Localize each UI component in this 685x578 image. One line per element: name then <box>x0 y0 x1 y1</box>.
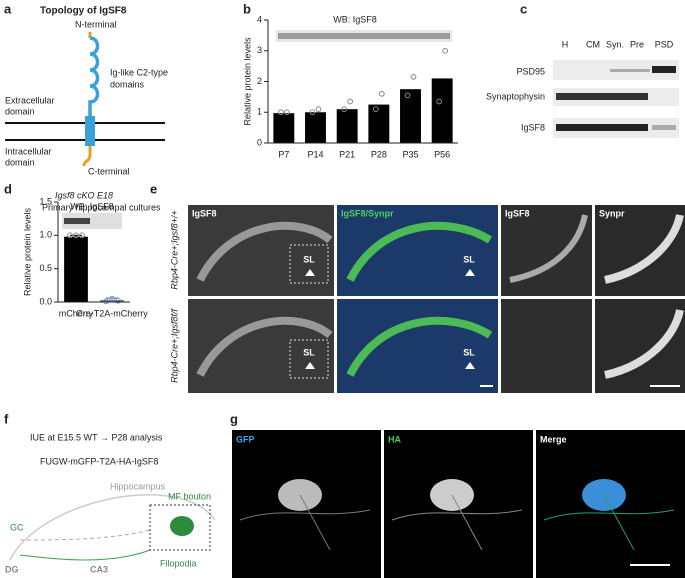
x-tick-label: P14 <box>307 149 323 159</box>
data-point <box>341 106 348 113</box>
row-label: Rbp4-Cre+;Igsf8f/f <box>169 308 179 383</box>
data-point <box>109 295 115 302</box>
label: domain <box>5 157 35 167</box>
panel-letter: a <box>4 1 12 16</box>
label: Intracellular <box>5 146 52 156</box>
region-label: SL <box>303 254 315 264</box>
column-label: HA <box>388 434 401 444</box>
row-label: IgSF8 <box>521 122 545 132</box>
column-label: IgSF8 <box>192 208 217 218</box>
panel-letter: d <box>4 181 12 196</box>
label: Filopodia <box>160 558 197 568</box>
y-tick-label: 0 <box>257 137 262 147</box>
lane-label: H <box>562 39 569 49</box>
label: Hippocampus <box>110 481 166 491</box>
x-tick-label: P56 <box>434 149 450 159</box>
panel-letter: b <box>243 1 251 16</box>
label: N-terminal <box>75 19 117 29</box>
x-tick-label: P35 <box>402 149 418 159</box>
bar <box>64 236 88 302</box>
data-point <box>103 298 109 305</box>
row-label: PSD95 <box>516 66 545 76</box>
panel-letter: f <box>4 411 9 426</box>
data-point <box>283 109 290 116</box>
column-label: Merge <box>540 434 567 444</box>
y-tick-label: 1.5 <box>39 196 52 206</box>
data-point <box>372 106 379 113</box>
data-point <box>404 92 411 99</box>
lane-label: Pre <box>630 39 644 49</box>
bar <box>305 112 326 143</box>
x-tick-label: mCherry <box>59 308 94 318</box>
label: CA3 <box>90 564 108 574</box>
data-point <box>73 232 79 239</box>
y-tick-label: 1 <box>257 107 262 117</box>
x-tick-label: P7 <box>278 149 289 159</box>
y-tick-label: 0.5 <box>39 263 52 273</box>
label: Extracellular <box>5 95 55 105</box>
bar <box>273 113 295 143</box>
chart-subtitle: Primary hippocampal cultures <box>42 202 161 212</box>
annotation: WB: IgSF8 <box>333 14 377 24</box>
panel-a: a Topology of IgSF8 N-terminal Ig-like C… <box>4 1 168 176</box>
y-axis-label: Relative protein levels <box>242 37 252 126</box>
annotation: WB: IgSF8 <box>70 201 114 211</box>
bar <box>368 104 390 143</box>
column-label: IgSF8 <box>505 208 530 218</box>
data-point <box>378 90 385 97</box>
data-point <box>115 297 121 304</box>
panel-e: e SL SL SL SL IgSF8 IgSF8/Synpr IgSF8 Sy… <box>150 181 685 393</box>
y-tick-label: 1.0 <box>39 230 52 240</box>
y-tick-label: 3 <box>257 45 262 55</box>
panel-f: f IUE at E15.5 WT → P28 analysis FUGW-mG… <box>4 411 216 574</box>
label: MF bouton <box>168 491 211 501</box>
panel-g: g GFP HA Merge <box>230 411 685 578</box>
y-axis-label: Relative protein levels <box>22 207 32 296</box>
y-tick-label: 2 <box>257 76 262 86</box>
region-label: SL <box>463 254 475 264</box>
panel-c: c H CM Syn. Pre PSD PSD95 Synaptophysin … <box>486 1 679 138</box>
chart-title: Igsf8 cKO E18 <box>55 190 113 200</box>
x-tick-label: Cre-T2A-mCherry <box>76 308 148 318</box>
bar <box>336 109 358 143</box>
data-point <box>436 98 443 105</box>
data-point <box>79 232 85 239</box>
lane-label: PSD <box>655 39 674 49</box>
label: IUE at E15.5 WT → P28 analysis <box>30 432 163 442</box>
data-point <box>347 98 354 105</box>
panel-title: Topology of IgSF8 <box>40 6 127 17</box>
label: GC <box>10 522 24 532</box>
panel-letter: c <box>520 1 527 16</box>
bar <box>400 89 421 143</box>
label: FUGW-mGFP-T2A-HA-IgSF8 <box>40 456 158 466</box>
y-tick-label: 0.0 <box>39 296 52 306</box>
data-point <box>410 73 417 80</box>
region-label: SL <box>303 347 315 357</box>
lane-label: CM <box>586 39 600 49</box>
label: C-terminal <box>88 166 130 176</box>
x-tick-label: P21 <box>339 149 355 159</box>
bar <box>431 78 453 143</box>
data-point <box>277 109 284 116</box>
x-tick-label: P28 <box>371 149 387 159</box>
panel-letter: g <box>230 411 238 426</box>
y-tick-label: 4 <box>257 14 262 24</box>
data-point <box>315 106 322 113</box>
column-label: IgSF8/Synpr <box>341 208 394 218</box>
region-label: SL <box>463 347 475 357</box>
label: domain <box>5 106 35 116</box>
row-label: Rbp4-Cre+;Igsf8+/+ <box>169 210 179 289</box>
label: DG <box>5 564 19 574</box>
label: Ig-like C2-type <box>110 67 168 77</box>
data-point <box>309 109 316 116</box>
data-point <box>442 47 449 54</box>
row-label: Synaptophysin <box>486 91 545 101</box>
column-label: GFP <box>236 434 255 444</box>
data-point <box>67 232 73 239</box>
panel-letter: e <box>150 181 157 196</box>
lane-label: Syn. <box>606 39 624 49</box>
label: domains <box>110 79 145 89</box>
column-label: Synpr <box>599 208 625 218</box>
